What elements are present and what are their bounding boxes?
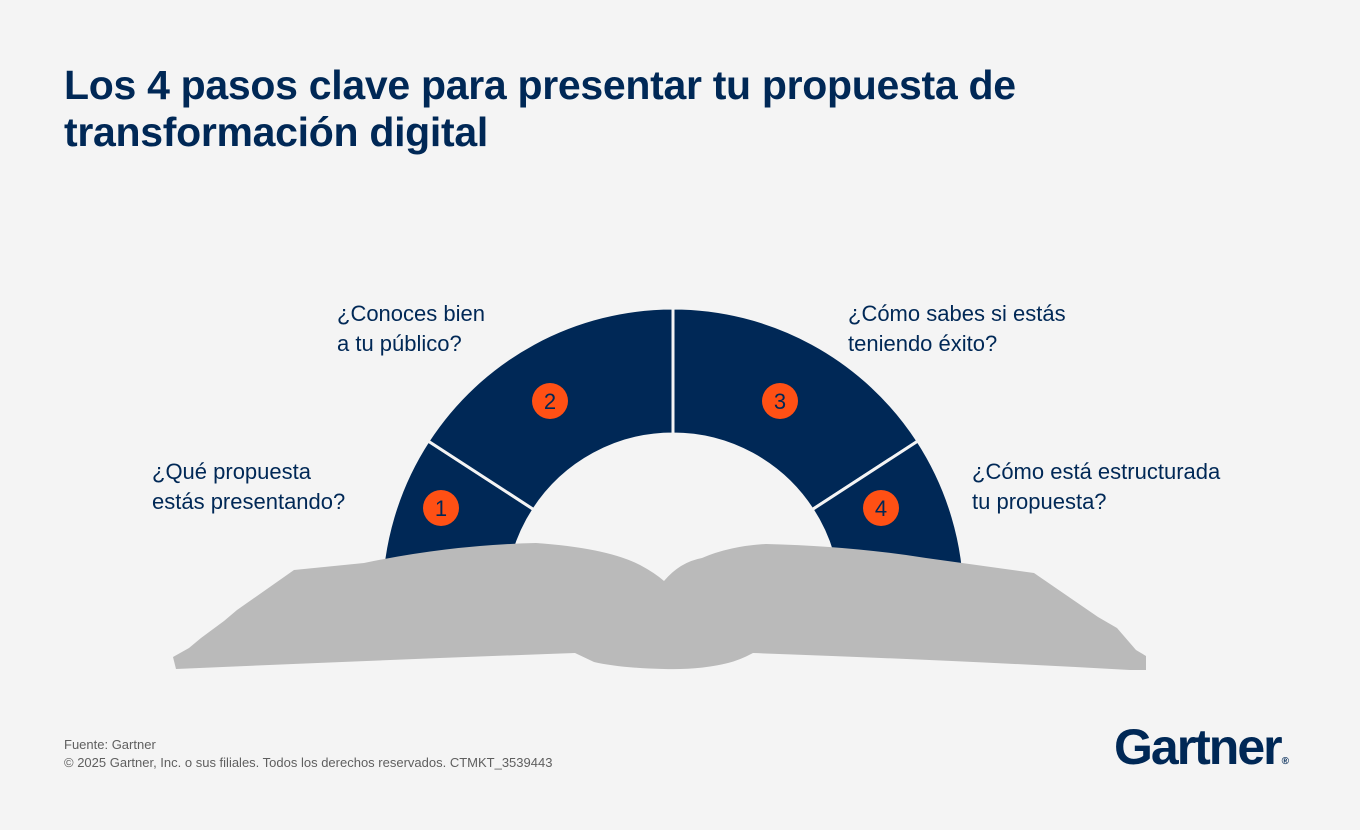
question-line: ¿Cómo está estructurada (972, 459, 1221, 484)
step-4-number: 4 (875, 496, 887, 521)
page-title: Los 4 pasos clave para presentar tu prop… (64, 62, 1016, 155)
question-line: tu propuesta? (972, 489, 1107, 514)
logo-text: Gartner (1114, 719, 1283, 775)
source-note: Fuente: Gartner (64, 737, 156, 752)
question-line: teniendo éxito? (848, 331, 998, 356)
step-2-number: 2 (544, 389, 556, 414)
footer: Fuente: Gartner © 2025 Gartner, Inc. o s… (64, 736, 552, 772)
registered-mark: ® (1281, 756, 1289, 767)
question-line: a tu público? (337, 331, 462, 356)
question-line: ¿Conoces bien (337, 301, 485, 326)
step-3-number: 3 (774, 389, 786, 414)
question-line: ¿Cómo sabes si estás (848, 301, 1066, 326)
copyright-note: © 2025 Gartner, Inc. o sus filiales. Tod… (64, 755, 553, 770)
step-1-badge (423, 490, 459, 526)
step-4-question: ¿Cómo está estructurada tu propuesta? (972, 457, 1220, 517)
step-1-number: 1 (435, 496, 447, 521)
question-line: estás presentando? (152, 489, 346, 514)
question-line: ¿Qué propuesta (152, 459, 311, 484)
step-4-badge (863, 490, 899, 526)
step-3-badge (762, 383, 798, 419)
open-book-icon (173, 543, 1146, 670)
step-2-badge (532, 383, 568, 419)
step-3-question: ¿Cómo sabes si estás teniendo éxito? (848, 299, 1066, 359)
step-2-question: ¿Conoces bien a tu público? (337, 299, 485, 359)
gartner-logo: Gartner® (1114, 718, 1289, 776)
step-1-question: ¿Qué propuesta estás presentando? (152, 457, 345, 517)
